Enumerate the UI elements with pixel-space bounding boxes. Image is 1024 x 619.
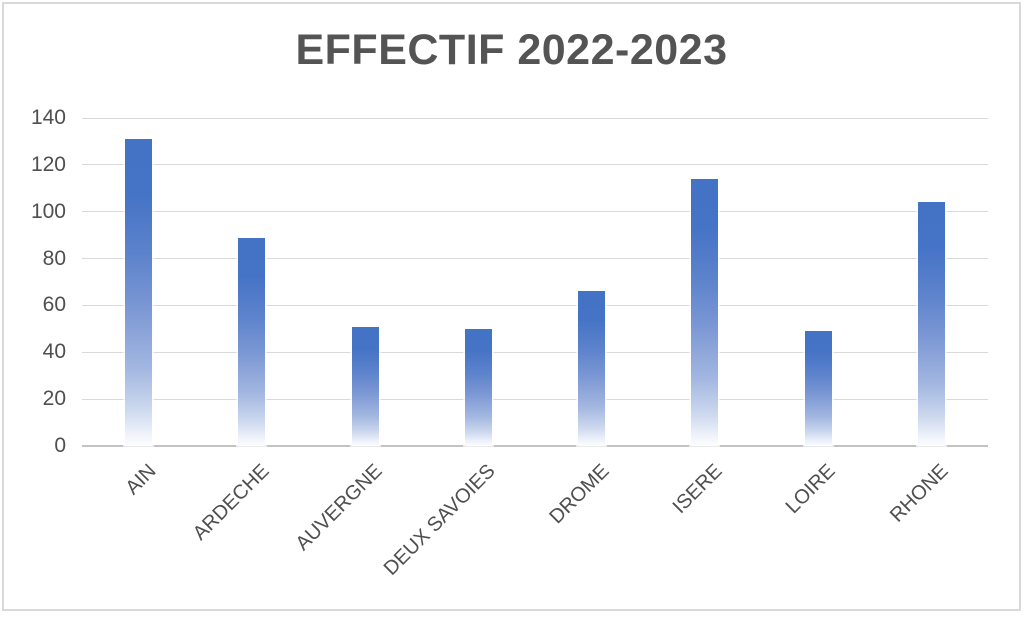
y-tick-label-20: 20 (42, 387, 66, 411)
chart-frame: EFFECTIF 2022-2023 0 20 40 60 80 100 120 140 AI… (2, 2, 1021, 611)
y-tick-label-0: 0 (54, 434, 66, 457)
bar-deux-savoies (464, 328, 492, 446)
x-axis-line (82, 445, 988, 447)
chart-title: EFFECTIF 2022-2023 (295, 26, 728, 74)
y-tick-label-120: 120 (30, 152, 66, 176)
x-axis: AIN ARDECHE AUVERGNE DEUX SAVOIES DROME ISERE… (82, 454, 988, 584)
y-tick-label-80: 80 (42, 246, 66, 270)
gridline-20 (82, 398, 988, 400)
y-axis: 0 20 40 60 80 100 120 140 (10, 106, 66, 457)
y-tick-label-100: 100 (30, 199, 66, 223)
gridline-100 (82, 211, 988, 213)
gridline-60 (82, 304, 988, 306)
y-tick-label-140: 140 (30, 106, 66, 129)
plot-area (82, 117, 988, 447)
gridline-120 (82, 164, 988, 166)
y-tick-label-40: 40 (42, 340, 66, 364)
bar-drome (578, 291, 606, 446)
bar-rhone (917, 202, 945, 446)
bar-auvergne (351, 326, 379, 446)
gridline-140 (82, 117, 988, 119)
bar-isere (691, 178, 719, 446)
bar-loire (804, 331, 832, 446)
bar-ardeche (238, 237, 266, 446)
bar-ain (125, 139, 153, 446)
gridline-40 (82, 351, 988, 353)
gridline-80 (82, 258, 988, 260)
y-tick-label-60: 60 (42, 293, 66, 317)
x-tick-label-rhone: RHONE (886, 460, 953, 527)
